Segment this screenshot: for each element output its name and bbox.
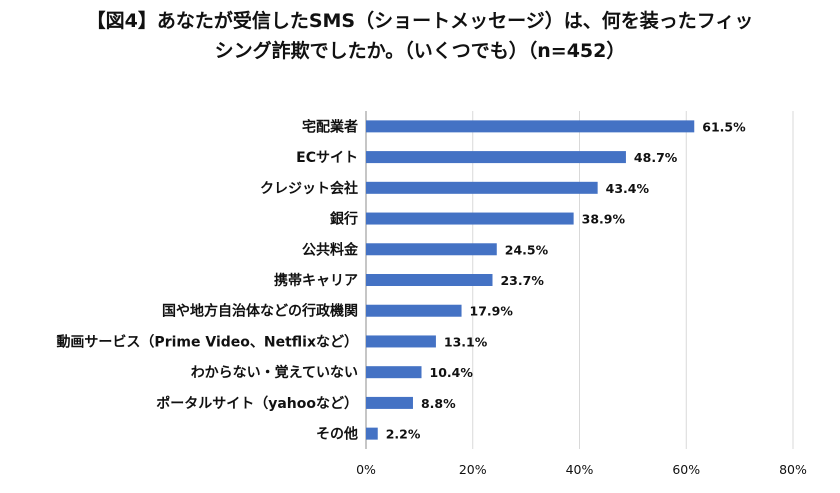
- chart-title: 【図4】あなたが受信したSMS（ショートメッセージ）は、何を装ったフィッ シング…: [0, 6, 840, 66]
- value-label-8: 10.4%: [430, 365, 474, 380]
- value-label-10: 2.2%: [386, 427, 421, 442]
- bar-6: [366, 304, 462, 317]
- category-label-8: わからない・覚えていない: [191, 364, 358, 381]
- value-label-0: 61.5%: [702, 119, 746, 134]
- category-label-10: その他: [316, 426, 358, 443]
- category-label-3: 銀行: [330, 211, 358, 228]
- category-label-1: ECサイト: [296, 150, 358, 166]
- bar-8: [366, 366, 422, 379]
- category-label-9: ポータルサイト（yahooなど）: [156, 395, 358, 412]
- bar-2: [366, 181, 598, 194]
- category-label-6: 国や地方自治体などの行政機関: [162, 303, 358, 320]
- value-label-3: 38.9%: [582, 212, 626, 227]
- category-label-4: 公共料金: [302, 241, 359, 258]
- category-label-0: 宅配業者: [302, 118, 358, 135]
- value-label-6: 17.9%: [470, 304, 514, 319]
- bar-3: [366, 212, 574, 225]
- chart-title-line-2: シング詐欺でしたか。（いくつでも）（n=452）: [214, 40, 626, 62]
- bar-10: [366, 427, 378, 440]
- bar-9: [366, 396, 413, 409]
- value-label-9: 8.8%: [421, 396, 456, 411]
- x-tick-label-0: 0%: [356, 462, 376, 477]
- bar-1: [366, 151, 626, 164]
- category-label-2: クレジット会社: [260, 180, 358, 197]
- value-label-1: 48.7%: [634, 150, 678, 165]
- value-label-4: 24.5%: [505, 242, 549, 257]
- bar-0: [366, 120, 695, 133]
- x-tick-label-4: 80%: [779, 462, 807, 477]
- chart-title-line-1: 【図4】あなたが受信したSMS（ショートメッセージ）は、何を装ったフィッ: [86, 10, 754, 32]
- bar-4: [366, 243, 497, 256]
- bar-5: [366, 274, 493, 286]
- value-label-7: 13.1%: [444, 334, 488, 349]
- x-tick-label-2: 40%: [566, 462, 594, 477]
- value-label-2: 43.4%: [606, 181, 650, 196]
- category-label-5: 携帯キャリア: [274, 272, 358, 289]
- category-label-7: 動画サービス（Prime Video、Netflixなど）: [56, 333, 358, 350]
- value-label-5: 23.7%: [500, 273, 544, 288]
- bar-7: [366, 335, 436, 348]
- x-tick-label-1: 20%: [459, 462, 487, 477]
- x-tick-label-3: 60%: [672, 462, 700, 477]
